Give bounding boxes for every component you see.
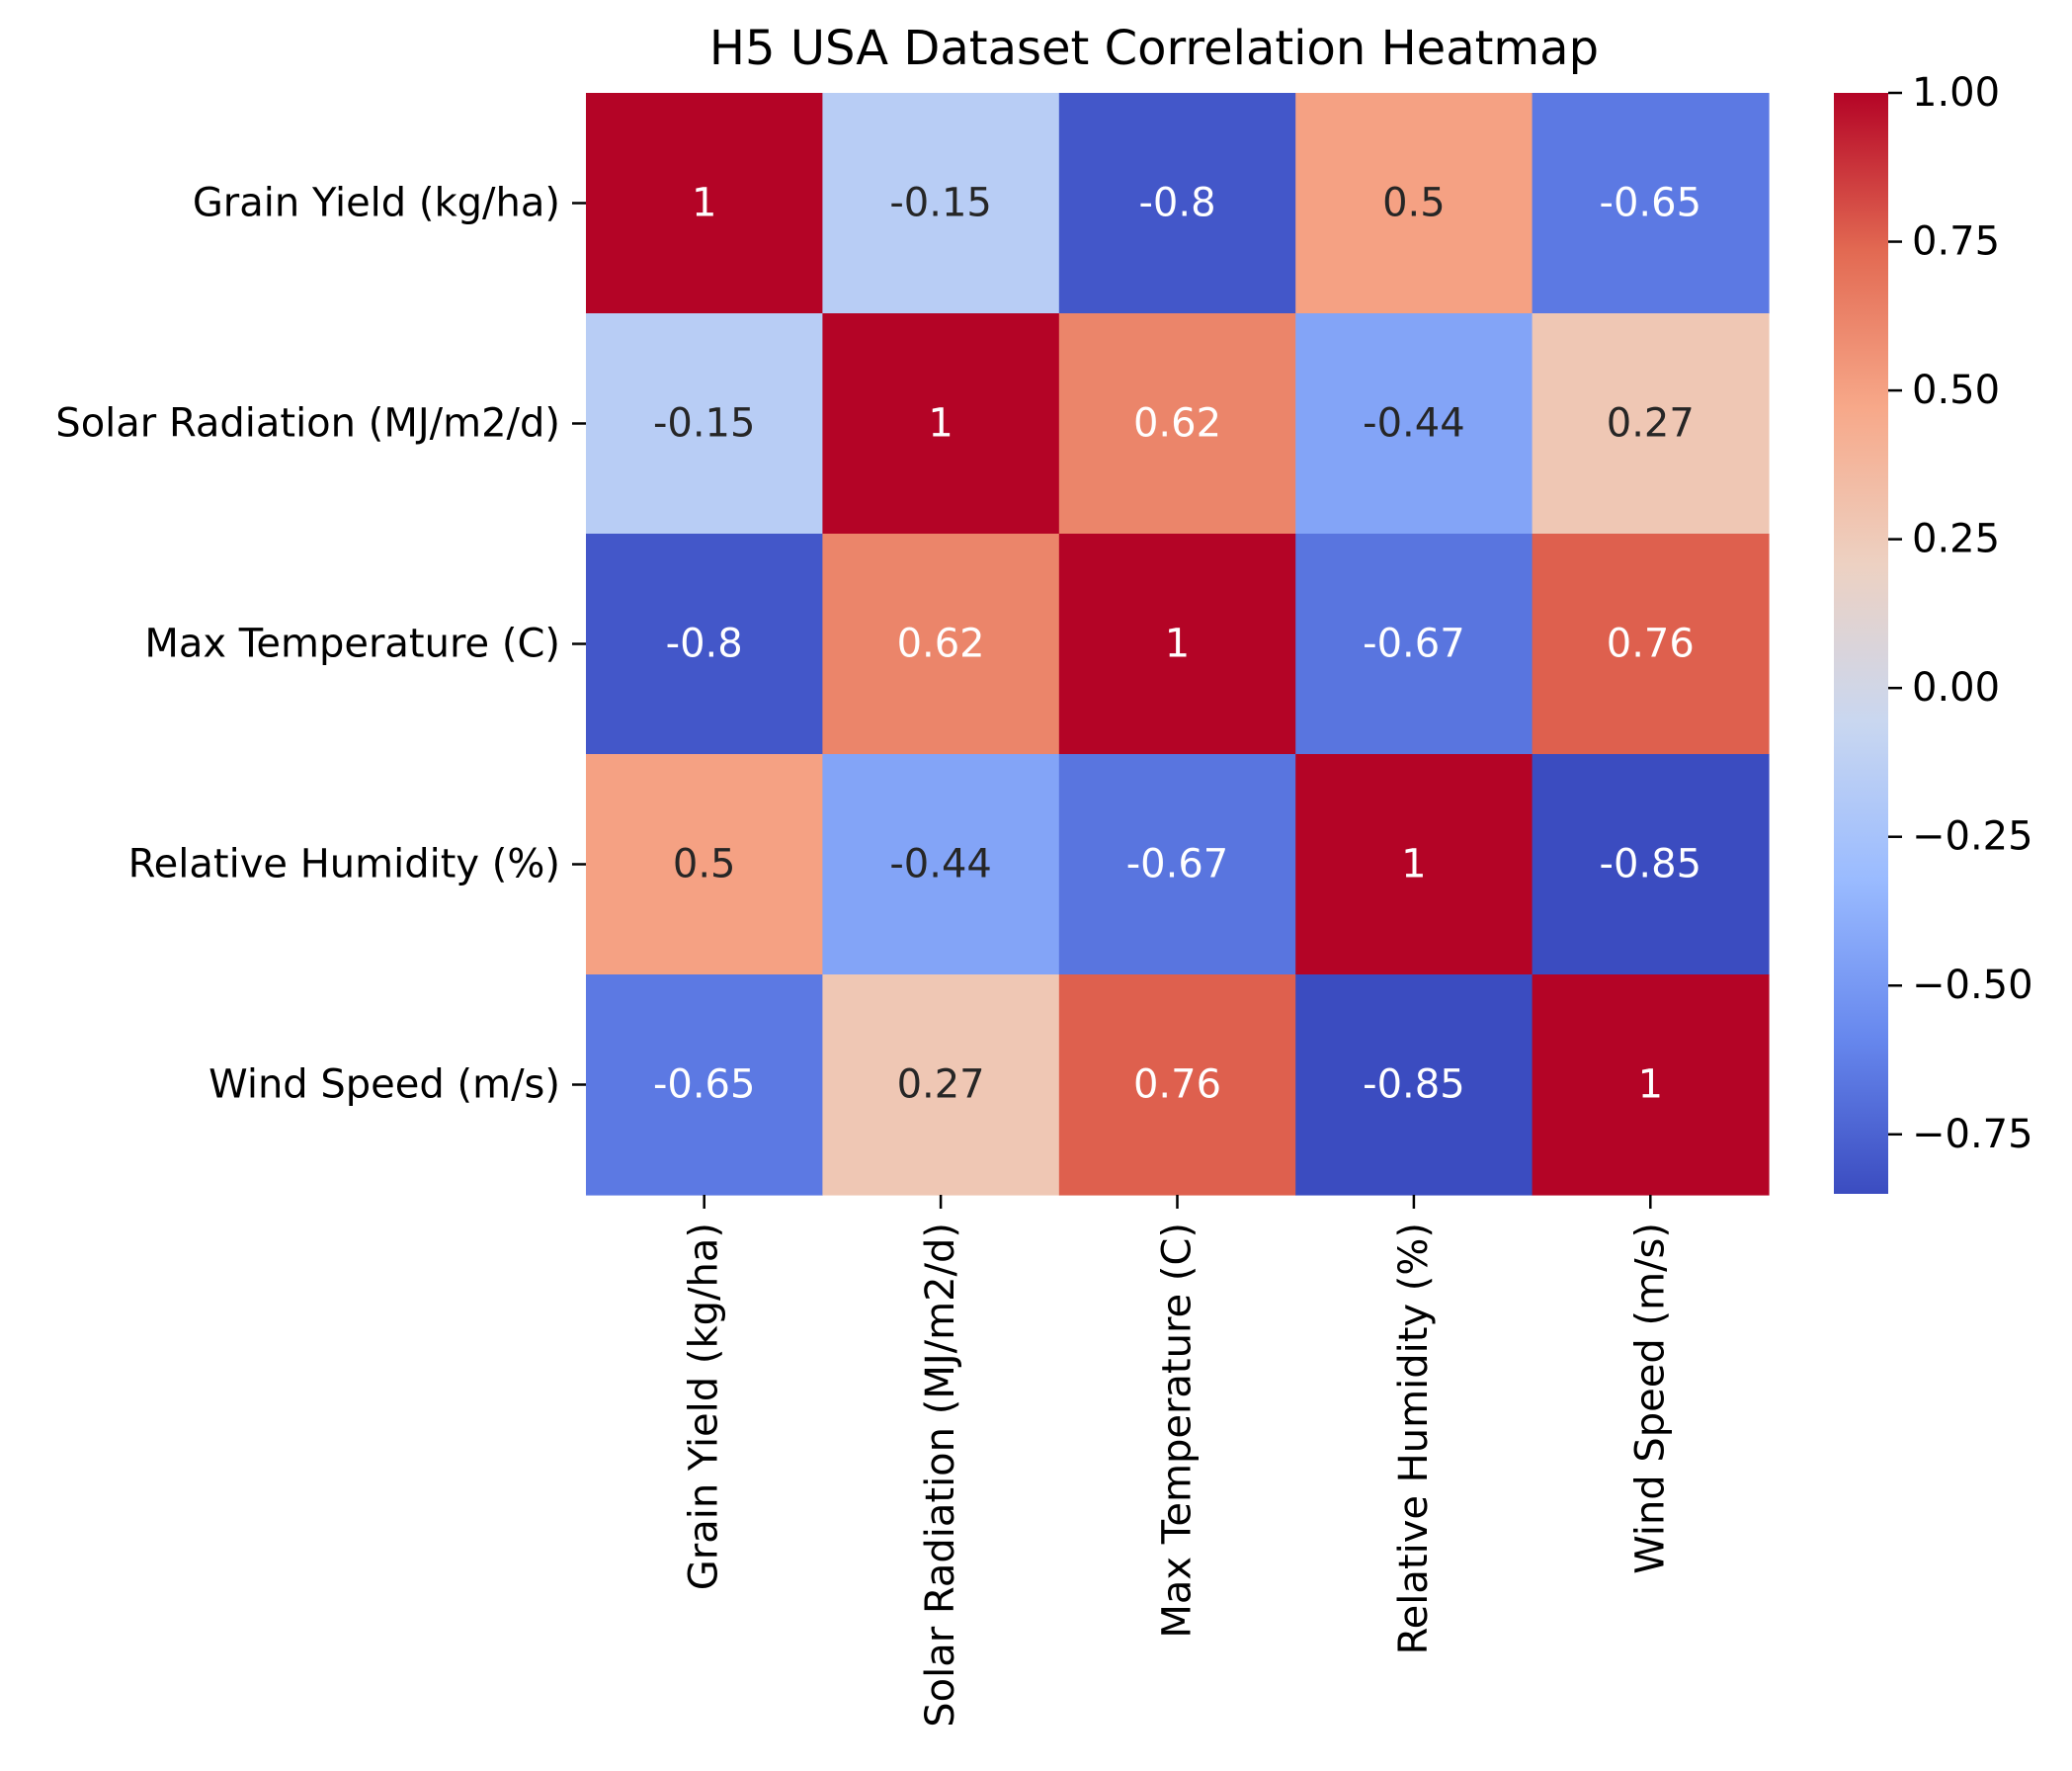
cell-value-label: 1: [692, 181, 716, 226]
cell-value-label: 1: [1165, 622, 1190, 667]
colorbar-axis: 1.00 0.75 0.50 0.25 0.00 −0.25 −0.50 −0.75: [1888, 70, 2033, 1157]
cell-value-label: -0.85: [1363, 1062, 1465, 1108]
heatmap-cell-r0-c2: [1058, 93, 1296, 314]
heatmap-cell-r4-c4: [1532, 974, 1770, 1196]
heatmap-cell-r0-c0: [586, 93, 823, 314]
heatmap-cell-r0-c1: [822, 93, 1060, 314]
colorbar-tick-label: −0.50: [1912, 963, 2033, 1008]
heatmap-cell-r3-c1: [822, 754, 1060, 975]
cell-value-label: -0.8: [1138, 181, 1215, 226]
heatmap-cell-r1-c1: [822, 313, 1060, 535]
cell-value-label: -0.15: [889, 181, 992, 226]
heatmap-cell-r2-c0: [586, 534, 823, 755]
cell-value-label: -0.85: [1600, 842, 1702, 887]
y-axis: Grain Yield (kg/ha) Solar Radiation (MJ/m…: [55, 181, 586, 1108]
cell-value-label: 0.62: [1133, 401, 1221, 447]
heatmap-cell-r3-c0: [586, 754, 823, 975]
heatmap-cell-r4-c1: [822, 974, 1060, 1196]
heatmap-cell-r2-c3: [1295, 534, 1533, 755]
heatmap-cell-r1-c2: [1058, 313, 1296, 535]
chart-title: H5 USA Dataset Correlation Heatmap: [709, 21, 1599, 76]
colorbar-tick-label: −0.75: [1912, 1112, 2033, 1157]
heatmap-cell-r0-c3: [1295, 93, 1533, 314]
cell-value-label: 0.76: [1607, 622, 1695, 667]
heatmap-cell-r3-c3: [1295, 754, 1533, 975]
cell-value-label: 0.5: [673, 842, 736, 887]
heatmap-cell-r2-c1: [822, 534, 1060, 755]
colorbar-tick-label: −0.25: [1912, 814, 2033, 860]
heatmap-cell-r1-c4: [1532, 313, 1770, 535]
y-tick-label: Grain Yield (kg/ha): [193, 181, 560, 226]
heatmap-cell-labels: 1 -0.15 -0.8 0.5 -0.65 -0.15 1 0.62 -0.44 0.27 -0.…: [653, 181, 1701, 1108]
heatmap-cells: [586, 93, 1770, 1196]
heatmap-cell-r4-c3: [1295, 974, 1533, 1196]
cell-value-label: 0.27: [897, 1062, 985, 1108]
x-tick-label: Relative Humidity (%): [1391, 1223, 1437, 1654]
cell-value-label: -0.67: [1126, 842, 1229, 887]
y-tick-label: Wind Speed (m/s): [208, 1062, 560, 1108]
y-tick-label: Relative Humidity (%): [128, 842, 560, 887]
cell-value-label: -0.65: [1600, 181, 1702, 226]
cell-value-label: -0.8: [666, 622, 743, 667]
heatmap-cell-r4-c2: [1058, 974, 1296, 1196]
heatmap-cell-r4-c0: [586, 974, 823, 1196]
cell-value-label: 1: [1638, 1062, 1663, 1108]
colorbar-tick-label: 0.00: [1912, 665, 2000, 711]
heatmap-cell-r2-c2: [1058, 534, 1296, 755]
cell-value-label: -0.44: [889, 842, 992, 887]
colorbar-tick-label: 0.25: [1912, 517, 2000, 562]
cell-value-label: 0.76: [1133, 1062, 1221, 1108]
heatmap-cell-r2-c4: [1532, 534, 1770, 755]
colorbar: [1834, 93, 1888, 1194]
colorbar-tick-label: 0.75: [1912, 219, 2000, 265]
y-tick-label: Solar Radiation (MJ/m2/d): [55, 401, 560, 447]
x-tick-label: Solar Radiation (MJ/m2/d): [918, 1223, 963, 1728]
colorbar-tick-label: 0.50: [1912, 368, 2000, 413]
cell-value-label: 1: [1401, 842, 1426, 887]
x-axis: Grain Yield (kg/ha) Solar Radiation (MJ/m…: [682, 1195, 1673, 1728]
cell-value-label: -0.44: [1363, 401, 1465, 447]
cell-value-label: 0.27: [1607, 401, 1695, 447]
y-tick-label: Max Temperature (C): [144, 622, 560, 667]
x-tick-label: Max Temperature (C): [1155, 1223, 1201, 1639]
cell-value-label: 0.5: [1382, 181, 1446, 226]
heatmap-cell-r1-c3: [1295, 313, 1533, 535]
colorbar-tick-label: 1.00: [1912, 70, 2000, 116]
cell-value-label: -0.15: [653, 401, 756, 447]
cell-value-label: 1: [928, 401, 953, 447]
cell-value-label: -0.67: [1363, 622, 1465, 667]
heatmap-cell-r3-c4: [1532, 754, 1770, 975]
cell-value-label: -0.65: [653, 1062, 756, 1108]
heatmap-cell-r0-c4: [1532, 93, 1770, 314]
x-tick-label: Wind Speed (m/s): [1627, 1223, 1673, 1574]
x-tick-label: Grain Yield (kg/ha): [682, 1223, 727, 1590]
cell-value-label: 0.62: [897, 622, 985, 667]
heatmap-cell-r3-c2: [1058, 754, 1296, 975]
heatmap-cell-r1-c0: [586, 313, 823, 535]
